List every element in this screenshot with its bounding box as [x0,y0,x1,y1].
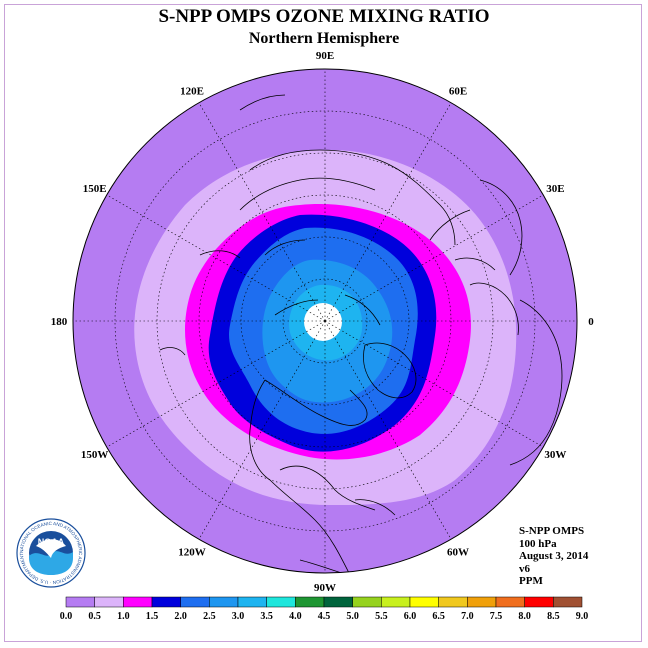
colorbar-swatch [180,596,210,608]
longitude-labels: 90E 60E 30E 0 30W 60W 90W 120W 150W 180 150E 120E [51,50,595,594]
colorbar-tick-label: 6.5 [432,611,445,622]
colorbar-swatch [94,596,124,608]
polar-map: 90E 60E 30E 0 30W 60W 90W 120W 150W 180 150E 120E [51,50,595,594]
colorbar-tick-label: 1.5 [146,611,159,622]
graticule [73,69,577,573]
longitude-label: 60W [447,546,469,558]
noaa-logo: NATIONAL OCEANIC AND ATMOSPHERIC ADMINIS… [16,518,86,588]
colorbar-tick-label: 7.0 [461,611,474,622]
longitude-label: 150W [81,449,109,461]
colorbar-tick-label: 3.0 [232,611,245,622]
colorbar-tick-label: 9.0 [576,611,589,622]
colorbar-tick-label: 8.0 [518,611,531,622]
info-date: August 3, 2014 [519,550,589,562]
longitude-label: 180 [51,316,68,328]
colorbar-tick-label: 5.5 [375,611,388,622]
longitude-label: 90W [314,582,336,594]
info-level: 100 hPa [519,537,557,550]
colorbar-swatch [467,596,497,608]
colorbar-tick-label: 8.5 [547,611,560,622]
info-block: S-NPP OMPS 100 hPa August 3, 2014 v6 PPM [519,525,588,588]
colorbar-swatch [438,596,468,608]
longitude-label: 30E [546,183,564,195]
longitude-label: 30W [544,449,566,461]
colorbar-tick-label: 0.0 [60,611,73,622]
colorbar: 0.0 0.5 1.0 1.5 2.0 2.5 3.0 3.5 4.0 4.5 5.0 5.5 6.0 6… [60,596,589,622]
longitude-label: 120W [178,546,206,558]
info-instrument: S-NPP OMPS [519,525,585,537]
colorbar-tick-label: 4.0 [289,611,302,622]
colorbar-tick-label: 7.5 [490,611,503,622]
colorbar-tick-label: 2.5 [203,611,216,622]
info-units: PPM [519,575,543,587]
colorbar-swatch [237,596,267,608]
longitude-label: 150E [83,183,107,195]
colorbar-swatch [65,596,95,608]
map-subtitle: Northern Hemisphere [248,30,400,47]
colorbar-swatch [209,596,239,608]
longitude-label: 0 [588,316,594,328]
globe-outline [72,68,578,574]
info-version: v6 [519,562,530,575]
colorbar-swatch [151,596,181,608]
colorbar-swatch [553,596,583,608]
colorbar-tick-label: 2.0 [174,611,187,622]
colorbar-tick-label: 3.5 [260,611,273,622]
map-title: S-NPP OMPS OZONE MIXING RATIO [158,6,490,27]
colorbar-swatch [381,596,411,608]
colorbar-swatch [266,596,296,608]
colorbar-tick-label: 6.0 [404,611,417,622]
figure-frame [4,4,642,642]
colorbar-tick-label: 5.0 [346,611,359,622]
noaa-logo-text: NOAA [38,537,65,547]
longitude-label: 120E [180,86,204,98]
colorbar-tick-label: 1.0 [117,611,130,622]
colorbar-tick-label: 0.5 [88,611,101,622]
longitude-label: 60E [449,86,467,98]
colorbar-swatch [323,596,353,608]
colorbar-swatch [123,596,153,608]
colorbar-swatch [524,596,554,608]
polar-no-data-hole [304,303,342,341]
colorbar-swatch [409,596,439,608]
longitude-label: 90E [316,50,334,62]
colorbar-swatch [495,596,525,608]
colorbar-swatch [352,596,382,608]
colorbar-tick-label: 4.5 [318,611,331,622]
coastlines [159,94,563,573]
colorbar-swatch [295,596,325,608]
